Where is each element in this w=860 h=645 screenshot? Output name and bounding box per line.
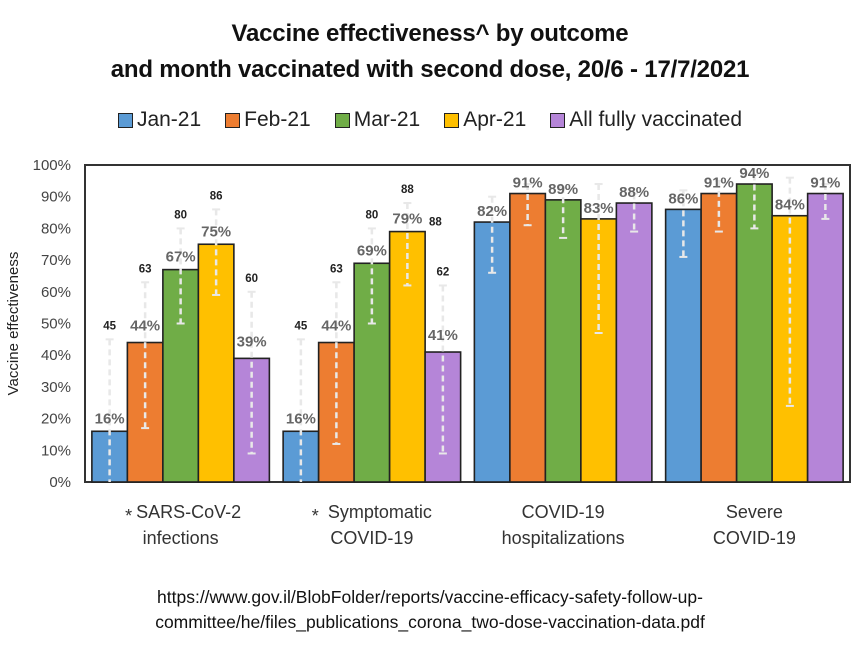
value-label: 16%: [286, 410, 316, 427]
x-category-label-line: Severe: [726, 502, 783, 522]
x-category-label-line: COVID-19: [330, 528, 413, 548]
value-label: 41%: [428, 327, 458, 344]
ci-upper-label: 45: [294, 320, 307, 332]
value-label: 44%: [321, 318, 351, 335]
legend-label: Jan-21: [136, 108, 202, 131]
x-category-label-line: SARS-CoV-2: [136, 502, 241, 522]
x-category-label-line: hospitalizations: [502, 528, 625, 548]
value-label: 16%: [95, 410, 125, 427]
legend-swatch-apr-21: [444, 112, 460, 128]
legend-label: All fully vaccinated: [569, 108, 743, 131]
value-label: 75%: [201, 223, 231, 240]
bar-all-fully-vaccinated-3: [806, 192, 844, 483]
asterisk-marker: *: [312, 506, 319, 526]
legend-swatch-feb-21: [225, 112, 241, 128]
legend-swatch-all-fully-vaccinated: [550, 112, 566, 128]
legend-label: Apr-21: [463, 108, 527, 131]
y-tick-label: 70%: [41, 252, 71, 269]
value-label: 84%: [775, 197, 805, 214]
x-category-label-line: Symptomatic: [328, 502, 432, 522]
ci-upper-label: 63: [139, 263, 152, 275]
y-tick-label: 90%: [41, 189, 71, 206]
y-tick-label: 40%: [41, 347, 71, 364]
value-label: 39%: [237, 333, 267, 350]
x-category-label-line: infections: [143, 528, 219, 548]
x-category-label-line: COVID-19: [522, 502, 605, 522]
x-category-label-line: COVID-19: [713, 528, 796, 548]
value-label: 91%: [810, 175, 840, 192]
ci-upper-label: 80: [365, 209, 378, 221]
y-axis-label: Vaccine effectiveness: [5, 252, 22, 396]
y-tick-label: 100%: [33, 157, 71, 174]
value-label: 89%: [548, 181, 578, 198]
source-url-line-2: committee/he/files_publications_corona_t…: [155, 612, 705, 632]
asterisk-marker: *: [125, 506, 132, 526]
value-label: 44%: [130, 318, 160, 335]
legend-label: Mar-21: [353, 108, 421, 131]
legend-item-feb-21: Feb-21: [225, 108, 311, 132]
value-label: 69%: [357, 242, 387, 259]
ci-upper-label: 86: [210, 190, 223, 202]
bar-jan-21-3: [664, 208, 702, 483]
x-category-label-3: Severe COVID-19: [713, 502, 796, 548]
value-label: 82%: [477, 203, 507, 220]
source-url-line-1: https://www.gov.il/BlobFolder/reports/va…: [157, 587, 703, 607]
x-category-label-0: SARS-CoV-2 infections: [136, 502, 241, 548]
value-label: 83%: [584, 200, 614, 217]
legend-item-jan-21: Jan-21: [117, 108, 202, 132]
bar-all-fully-vaccinated-0: [233, 357, 271, 483]
ci-upper-label: 62: [436, 266, 449, 278]
y-tick-label: 80%: [41, 220, 71, 237]
legend-label: Feb-21: [244, 108, 311, 131]
value-label: 94%: [739, 165, 769, 182]
bar-mar-21-1: [353, 262, 391, 483]
ci-upper-label: 88: [401, 184, 414, 196]
chart-title: Vaccine effectiveness^ by outcome: [231, 20, 629, 47]
y-tick-label: 20%: [41, 411, 71, 428]
bar-apr-21-1: [388, 230, 426, 483]
ci-upper-label: 80: [174, 209, 187, 221]
bar-jan-21-2: [473, 221, 511, 483]
legend-swatch-jan-21: [117, 112, 133, 128]
x-category-label-2: COVID-19 hospitalizations: [502, 502, 625, 548]
bar-all-fully-vaccinated-2: [615, 202, 653, 483]
bar-chart: 0% 10% 20% 30% 40% 50% 60% 70% 80% 90% 100% Vaccine…: [5, 157, 851, 548]
legend-item-all-fully-vaccinated: All fully vaccinated: [550, 108, 742, 132]
plot-frame: [84, 164, 851, 483]
value-label: 91%: [513, 175, 543, 192]
x-category-label-1: Symptomatic COVID-19: [328, 502, 432, 548]
chart-subtitle: and month vaccinated with second dose, 2…: [110, 56, 750, 83]
y-tick-label: 30%: [41, 379, 71, 396]
y-tick-label: 60%: [41, 284, 71, 301]
value-label: 67%: [166, 249, 196, 266]
value-label: 86%: [668, 190, 698, 207]
ci-upper-label: 63: [330, 263, 343, 275]
legend-swatch-mar-21: [334, 112, 350, 128]
legend: Jan-21 Feb-21 Mar-21 Apr-21 All fully va…: [0, 108, 860, 132]
bar-feb-21-3: [700, 192, 738, 483]
ci-upper-label: 45: [103, 320, 116, 332]
value-label: 79%: [392, 211, 422, 228]
bar-mar-21-2: [544, 199, 582, 483]
y-tick-label: 50%: [41, 316, 71, 333]
value-label: 91%: [704, 175, 734, 192]
legend-item-apr-21: Apr-21: [444, 108, 526, 132]
ci-upper-label: 60: [245, 273, 258, 285]
y-tick-label: 10%: [41, 442, 71, 459]
annotation-label: 88: [429, 217, 442, 229]
value-label: 88%: [619, 184, 649, 201]
legend-item-mar-21: Mar-21: [334, 108, 421, 132]
bar-feb-21-2: [509, 192, 547, 483]
y-tick-label: 0%: [49, 474, 71, 491]
